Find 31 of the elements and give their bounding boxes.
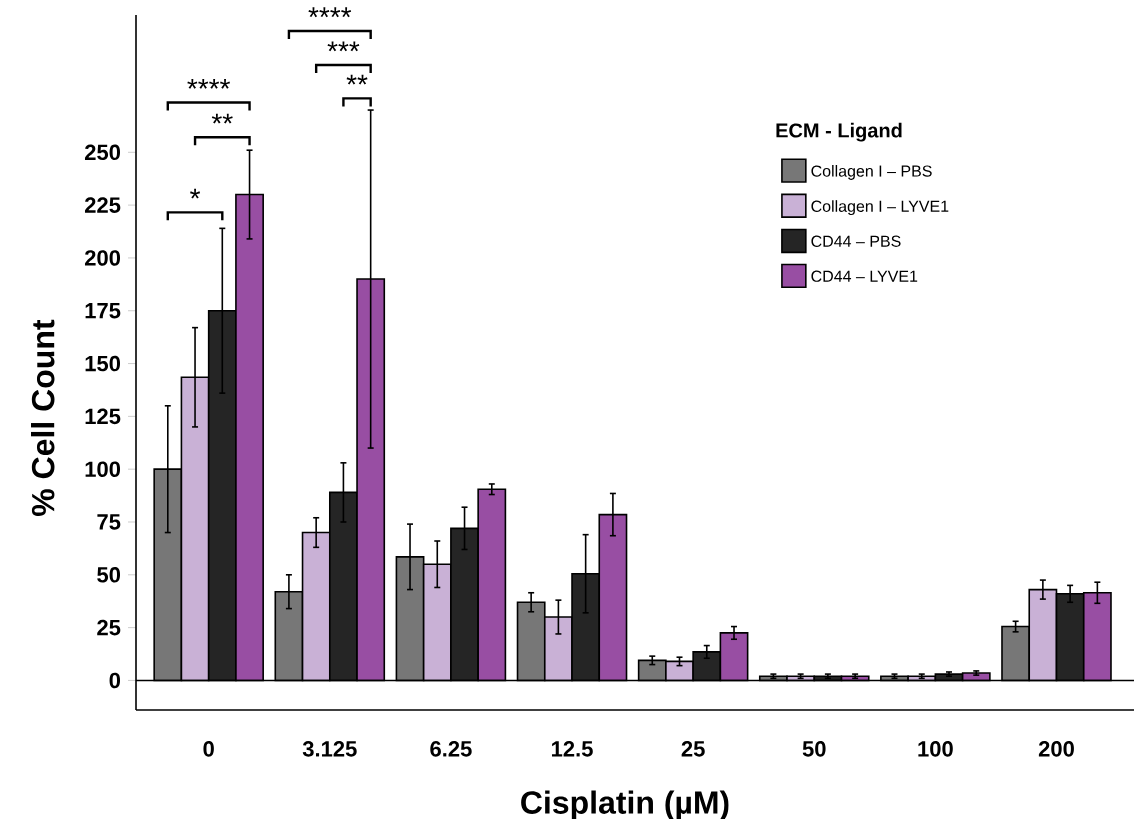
y-tick-label: 250	[84, 144, 121, 161]
annotation: ***	[327, 41, 360, 52]
legend-title: ECM - Ligand	[776, 122, 902, 142]
x-tick-label: 100	[918, 741, 953, 757]
x-tick-label: 3.125	[302, 741, 357, 757]
legend-label: Collagen I – PBS	[811, 164, 932, 180]
legend-label: CD44 – LYVE1	[811, 270, 918, 282]
x-tick-label: 0	[203, 741, 214, 757]
y-tick-label: 50	[97, 567, 121, 583]
y-tick-label: 225	[84, 197, 121, 213]
y-tick-label: 100	[85, 461, 121, 477]
annotation: *	[190, 188, 201, 199]
x-tick-label: 6.25	[430, 741, 472, 757]
annotation: **	[346, 74, 368, 85]
y-tick-label: 200	[84, 250, 121, 266]
y-tick-label: 25	[97, 619, 121, 636]
y-tick-label: 150	[85, 355, 121, 372]
y-tick-label: 125	[85, 408, 121, 425]
y-tick-label: 175	[85, 303, 121, 319]
x-tick-label: 200	[1038, 741, 1074, 757]
annotation: ****	[308, 7, 352, 18]
y-axis-title: % Cell Count	[31, 319, 55, 516]
y-tick-label: 75	[97, 514, 121, 530]
annotation: **	[211, 113, 233, 124]
annotation: ****	[187, 78, 231, 89]
x-tick-label: 50	[802, 741, 826, 757]
y-tick-label: 0	[109, 672, 121, 689]
x-tick-label: 25	[681, 741, 705, 757]
legend-label: Collagen I – LYVE1	[811, 200, 949, 216]
x-tick-label: 12.5	[551, 741, 593, 757]
legend-label: CD44 – PBS	[811, 235, 901, 247]
